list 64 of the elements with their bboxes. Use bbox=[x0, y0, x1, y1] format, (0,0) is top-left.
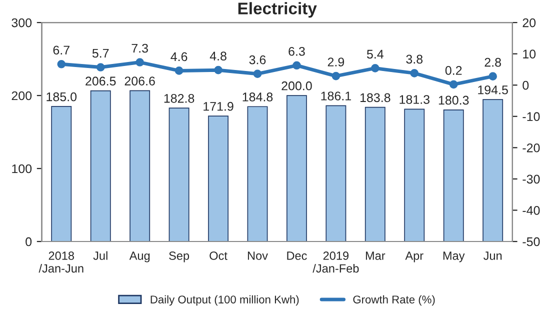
data-label: 182.8 bbox=[164, 94, 194, 103]
y2-tick-label: -20 bbox=[522, 143, 540, 152]
data-label: 7.3 bbox=[132, 44, 148, 53]
data-label: 5.4 bbox=[366, 50, 384, 59]
legend-label: Growth Rate (%) bbox=[353, 295, 435, 306]
point bbox=[214, 66, 222, 74]
y-tick-label: 0 bbox=[26, 237, 32, 246]
point bbox=[174, 66, 184, 75]
data-label: 185.0 bbox=[46, 92, 77, 102]
data-label: 3.8 bbox=[406, 54, 423, 64]
y-tick-label: 100 bbox=[12, 164, 32, 174]
data-label: 206.5 bbox=[86, 76, 116, 86]
data-label: 5.7 bbox=[92, 48, 109, 58]
x-tick-label: Jun bbox=[483, 252, 502, 260]
x-tick-label: Oct bbox=[210, 252, 228, 260]
x-tick-label: Apr bbox=[405, 252, 424, 262]
bar bbox=[51, 106, 72, 242]
point bbox=[449, 80, 458, 89]
y2-tick-label: 20 bbox=[522, 18, 536, 28]
y2-tick-label: -10 bbox=[522, 112, 540, 122]
data-label: 183.8 bbox=[360, 93, 390, 102]
x-tick-label: Sep bbox=[169, 252, 190, 262]
y2-tick-label: 10 bbox=[523, 50, 536, 58]
data-label: 194.5 bbox=[478, 85, 508, 94]
point bbox=[292, 61, 301, 70]
point bbox=[253, 70, 262, 78]
data-label: 2.9 bbox=[328, 58, 344, 66]
x-tick-label: May bbox=[443, 252, 465, 262]
data-label: 184.8 bbox=[242, 92, 273, 102]
point bbox=[488, 72, 497, 81]
point bbox=[96, 63, 105, 72]
data-label: 206.6 bbox=[124, 76, 155, 86]
data-label: 4.8 bbox=[210, 52, 226, 60]
chart-title: Electricity bbox=[238, 2, 317, 18]
data-label: 4.6 bbox=[170, 52, 188, 62]
point bbox=[332, 72, 340, 80]
data-label: 181.3 bbox=[400, 95, 430, 104]
y-tick-label: 200 bbox=[12, 91, 32, 100]
x-tick-label: Mar bbox=[366, 252, 386, 260]
data-label: 171.9 bbox=[204, 102, 234, 111]
data-label: 6.7 bbox=[53, 46, 70, 55]
y2-tick-label: 0 bbox=[522, 80, 529, 90]
x-tick-label: Nov bbox=[248, 252, 268, 260]
data-label: 200.0 bbox=[282, 81, 312, 90]
point bbox=[57, 60, 66, 68]
x-tick-label: Jul bbox=[93, 251, 108, 260]
point bbox=[410, 69, 419, 78]
data-label: 186.1 bbox=[321, 92, 351, 100]
x-tick-label: 2019 /Jan-Feb bbox=[312, 252, 359, 273]
y-tick-label: 300 bbox=[12, 18, 32, 28]
data-label: 3.6 bbox=[249, 55, 266, 64]
x-tick-label: Dec bbox=[287, 252, 307, 260]
point bbox=[370, 64, 380, 72]
x-tick-label: Aug bbox=[129, 252, 150, 262]
y2-tick-label: -40 bbox=[522, 206, 540, 215]
data-label: 0.2 bbox=[445, 66, 462, 75]
data-label: 2.8 bbox=[484, 58, 501, 67]
y2-tick-label: -30 bbox=[522, 174, 540, 184]
point bbox=[136, 58, 144, 66]
y2-tick-label: -50 bbox=[522, 237, 540, 246]
data-label: 6.3 bbox=[288, 46, 305, 56]
x-tick-label: 2018 /Jan-Jun bbox=[38, 252, 84, 273]
data-label: 180.3 bbox=[438, 96, 469, 105]
legend-label: Daily Output (100 million Kwh) bbox=[150, 295, 299, 306]
